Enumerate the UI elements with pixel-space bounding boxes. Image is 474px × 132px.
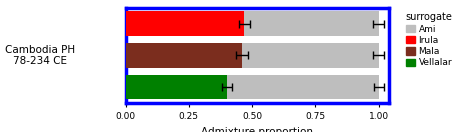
Bar — [126, 75, 227, 100]
Legend: Ami, Irula, Mala, Vellalar: Ami, Irula, Mala, Vellalar — [404, 11, 454, 69]
Text: Cambodia PH
78-234 CE: Cambodia PH 78-234 CE — [5, 45, 75, 66]
Bar — [126, 43, 242, 68]
Bar — [126, 11, 379, 36]
Bar — [126, 43, 379, 68]
X-axis label: Admixture proportion: Admixture proportion — [201, 127, 313, 132]
Bar — [126, 11, 245, 36]
Bar — [126, 75, 379, 100]
